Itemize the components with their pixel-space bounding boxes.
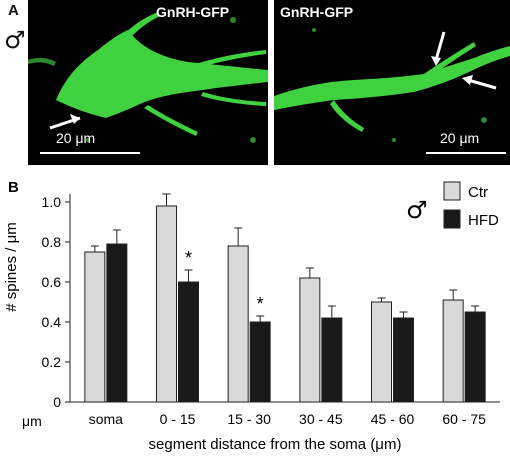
panel-b-label: B [8,179,19,196]
x-axis-label: segment distance from the soma (μm) [149,436,402,453]
y-tick-label: 0.8 [42,234,62,250]
legend-label-hfd: HFD [468,212,499,229]
bar-ctr [156,205,177,403]
axes: 0 0.2 0.4 0.6 0.8 1.0 soma 0 - 15 15 - 30 30 - 45… [42,194,500,427]
y-tick-label: 0 [53,394,61,410]
bar-ctr [442,299,464,403]
axis-unit-label: μm [22,413,42,429]
x-tick-label: 15 - 30 [227,411,271,427]
x-tick-label: 30 - 45 [299,411,343,427]
y-tick-label: 0.2 [42,354,62,370]
x-tick-label: 60 - 75 [442,411,486,427]
y-tick-label: 1.0 [42,194,62,210]
bar-hfd [249,321,271,403]
x-tick-label: 45 - 60 [371,411,415,427]
bar-hfd [464,311,486,403]
micrograph-soma: GnRH-GFP 20 μm [28,0,268,165]
x-tick-label: soma [89,411,123,427]
image-title: GnRH-GFP [280,4,354,20]
male-symbol-icon: ♂ [4,26,26,54]
scale-bar [40,152,140,154]
bar-hfd [321,317,343,403]
bar-ctr [84,251,106,403]
bar-hfd [178,281,199,403]
scale-bar-label: 20 μm [56,130,96,146]
panel-a-label: A [8,2,19,19]
gfp-dendrite-image [274,28,510,142]
significance-marker: * [185,248,192,268]
bar-ctr [299,277,321,403]
bar-hfd [106,243,128,403]
legend: Ctr HFD [443,181,499,229]
legend-swatch-hfd [443,209,461,229]
scale-bar [426,152,506,154]
image-title: GnRH-GFP [156,4,230,20]
bars: ** [84,193,486,403]
significance-marker: * [257,294,264,314]
legend-swatch-ctr [443,181,461,201]
spine-density-chart: B ♂ # spines / μm segment distance from … [3,179,500,453]
bar-hfd [393,317,414,403]
y-axis-label: # spines / μm [3,222,20,312]
bar-ctr [371,301,392,403]
x-tick-label: 0 - 15 [160,411,196,427]
bar-ctr [227,245,249,403]
male-symbol-icon: ♂ [406,196,428,224]
micrograph-dendrite: GnRH-GFP 20 μm [274,0,510,165]
y-tick-label: 0.6 [42,274,62,290]
legend-label-ctr: Ctr [468,184,488,201]
scale-bar-label: 20 μm [440,130,480,146]
y-tick-label: 0.4 [42,314,62,330]
gfp-neuron-soma-image [28,12,268,143]
